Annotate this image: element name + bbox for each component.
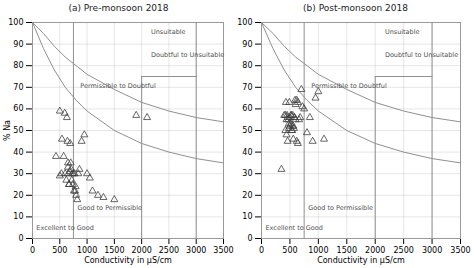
svg-text:1500: 1500 <box>337 246 357 255</box>
svg-text:10: 10 <box>13 212 23 221</box>
svg-text:2000: 2000 <box>131 246 151 255</box>
svg-text:Doubtful to Unsuitable: Doubtful to Unsuitable <box>385 51 458 59</box>
svg-text:1000: 1000 <box>77 246 97 255</box>
svg-text:30: 30 <box>13 169 23 178</box>
svg-text:Doubtful to Unsuitable: Doubtful to Unsuitable <box>151 51 224 59</box>
svg-text:3000: 3000 <box>422 246 442 255</box>
svg-text:0: 0 <box>30 246 35 255</box>
svg-text:90: 90 <box>13 40 23 49</box>
svg-text:Good to Permissible: Good to Permissible <box>308 204 373 212</box>
svg-text:0: 0 <box>259 246 264 255</box>
svg-text:3500: 3500 <box>450 246 470 255</box>
svg-text:Excellent to Good: Excellent to Good <box>265 224 322 232</box>
svg-text:500: 500 <box>282 246 297 255</box>
svg-text:1500: 1500 <box>104 246 124 255</box>
svg-text:Conductivity in μS/cm: Conductivity in μS/cm <box>317 256 405 265</box>
svg-text:60: 60 <box>242 104 252 113</box>
svg-text:50: 50 <box>13 126 23 135</box>
svg-text:80: 80 <box>13 61 23 70</box>
svg-text:% Na: % Na <box>3 120 12 141</box>
svg-text:50: 50 <box>242 126 252 135</box>
svg-text:0: 0 <box>247 234 252 243</box>
svg-text:40: 40 <box>242 148 252 157</box>
svg-text:2000: 2000 <box>365 246 385 255</box>
html-text:(a) Pre-monsoon 2018: (a) Pre-monsoon 2018 <box>68 3 169 13</box>
svg-text:30: 30 <box>242 169 252 178</box>
svg-text:20: 20 <box>13 191 23 200</box>
svg-text:0: 0 <box>18 234 23 243</box>
svg-text:3500: 3500 <box>213 246 233 255</box>
svg-text:100: 100 <box>237 18 252 27</box>
svg-text:2500: 2500 <box>393 246 413 255</box>
svg-text:Permissible to Doubtful: Permissible to Doubtful <box>80 82 156 90</box>
svg-text:500: 500 <box>52 246 67 255</box>
svg-text:3000: 3000 <box>186 246 206 255</box>
svg-text:Conductivity in μS/cm: Conductivity in μS/cm <box>84 256 172 265</box>
svg-text:70: 70 <box>242 83 252 92</box>
svg-text:1000: 1000 <box>308 246 328 255</box>
html-text:(b) Post-monsoon 2018: (b) Post-monsoon 2018 <box>303 3 408 13</box>
svg-text:60: 60 <box>13 104 23 113</box>
svg-text:Unsuitable: Unsuitable <box>151 28 186 36</box>
svg-text:90: 90 <box>242 40 252 49</box>
svg-text:10: 10 <box>242 212 252 221</box>
svg-text:Permissible to Doubtful: Permissible to Doubtful <box>311 82 387 90</box>
svg-text:70: 70 <box>13 83 23 92</box>
svg-text:100: 100 <box>8 18 23 27</box>
svg-text:Excellent to Good: Excellent to Good <box>36 224 93 232</box>
svg-text:Unsuitable: Unsuitable <box>385 28 420 36</box>
svg-text:80: 80 <box>242 61 252 70</box>
svg-text:40: 40 <box>13 148 23 157</box>
svg-text:20: 20 <box>242 191 252 200</box>
svg-text:Good to Permissible: Good to Permissible <box>77 204 142 212</box>
svg-text:2500: 2500 <box>159 246 179 255</box>
